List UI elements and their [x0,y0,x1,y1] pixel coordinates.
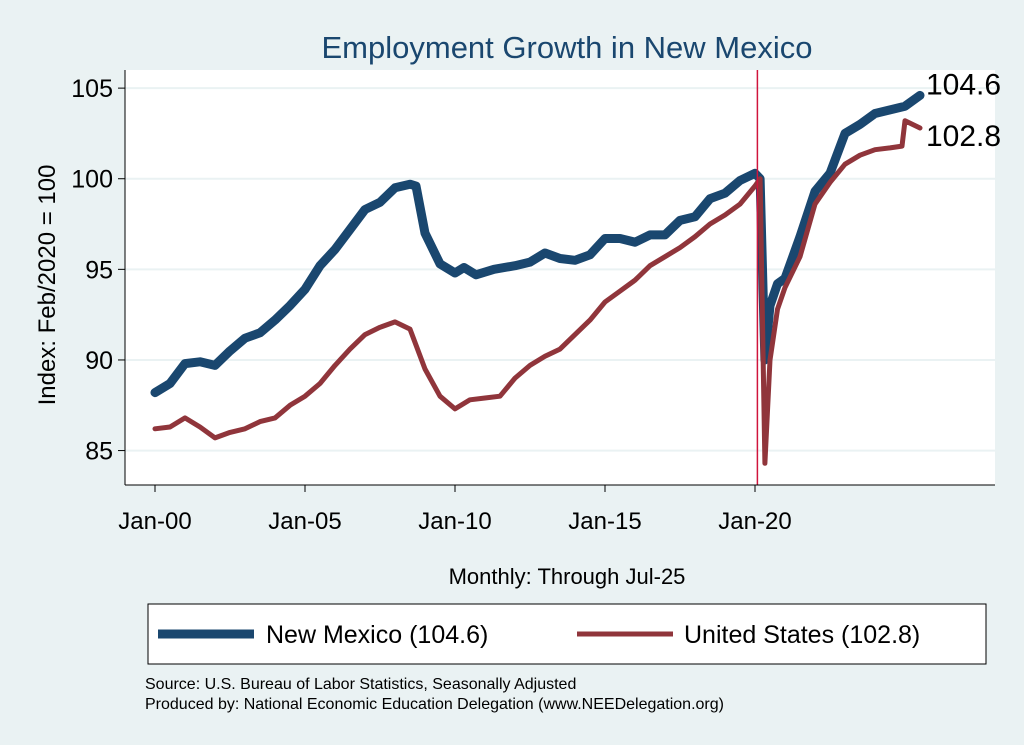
x-axis-label: Monthly: Through Jul-25 [449,564,686,589]
end-label-new-mexico: 104.6 [926,68,1001,101]
x-tick-label: Jan-10 [418,508,491,535]
end-label-united-states: 102.8 [926,120,1001,153]
x-tick-label: Jan-15 [568,508,641,535]
series-line-new-mexico [150,90,925,398]
legend-box [147,603,987,665]
legend: New Mexico (104.6) United States (102.8) [147,603,987,665]
y-tick-label: 95 [85,256,113,284]
y-tick-label: 90 [85,347,113,375]
y-tick-label: 105 [71,75,113,103]
y-tick-label: 100 [71,166,113,194]
x-tick-label: Jan-05 [268,508,341,535]
y-axis-label: Index: Feb/2020 = 100 [34,165,61,406]
x-tick-label: Jan-20 [718,508,791,535]
plot-area [125,70,995,485]
legend-label-united-states: United States (102.8) [684,621,920,649]
y-tick-label: 85 [85,438,113,466]
series-line-united-states [152,118,923,466]
legend-label-new-mexico: New Mexico (104.6) [266,621,488,649]
source-note: Source: U.S. Bureau of Labor Statistics,… [145,676,576,693]
x-tick-label: Jan-00 [118,508,191,535]
chart-title: Employment Growth in New Mexico [322,30,813,65]
produced-by-note: Produced by: National Economic Education… [145,696,724,713]
